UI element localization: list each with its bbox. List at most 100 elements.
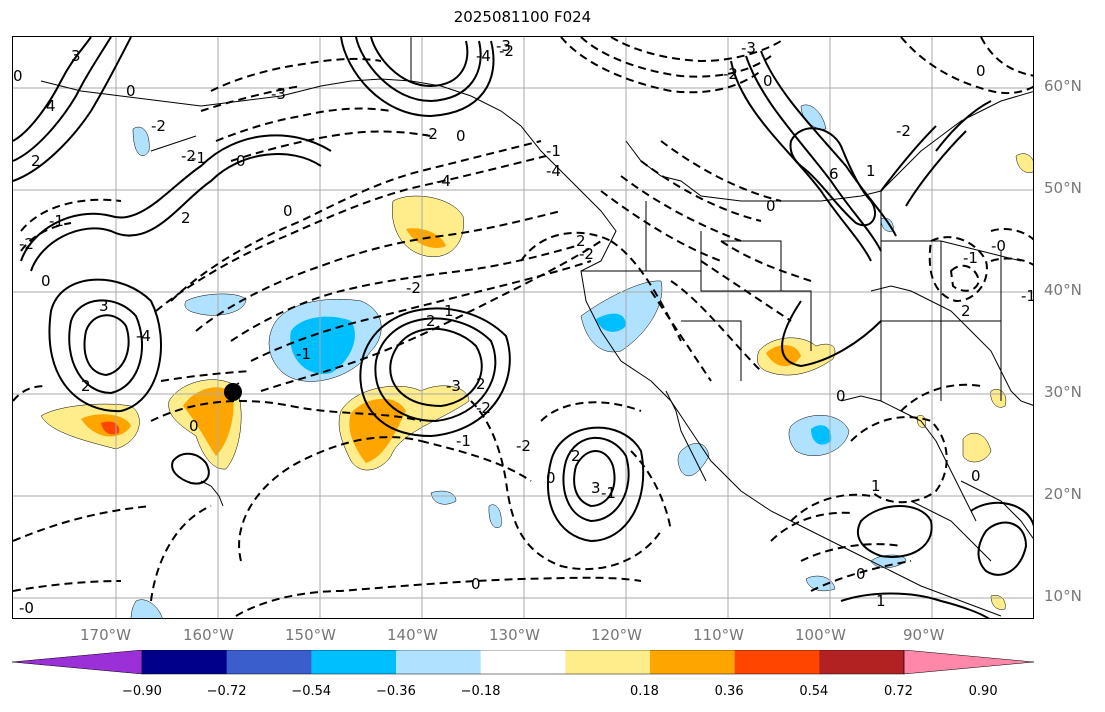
contour-label: -1 — [296, 345, 311, 363]
colorbar — [12, 650, 1035, 675]
contour-label: -2 — [896, 122, 911, 140]
contour-label: 0 — [971, 467, 981, 485]
map-panel: -2 -4 -2 0 -3 -2 0 -4 -3 -2 -1 2 3 2 0 -… — [12, 36, 1034, 619]
contour-label: 0 — [976, 62, 986, 80]
contour-label: 0 — [126, 82, 136, 100]
shade-pos-light — [392, 195, 464, 258]
contour-label: 2 — [476, 375, 486, 393]
contour-label: -1 — [49, 212, 64, 230]
shade-neg-light — [488, 504, 502, 529]
contour-label: 2 — [571, 447, 581, 465]
contour-label: 0 — [546, 469, 556, 487]
contour-label: -3 — [741, 39, 756, 57]
contour-label: 2 — [426, 312, 436, 330]
contour-label: -2 — [19, 235, 34, 253]
shade-neg-light — [430, 490, 457, 505]
contour-label: -1 — [546, 142, 561, 160]
lon-label: 160°W — [183, 626, 234, 644]
colorbar-tick-label: 0.72 — [884, 684, 913, 699]
contour-label: -2 — [499, 42, 514, 60]
contour-labels: -2 -4 -2 0 -3 -2 0 -4 -3 -2 -1 2 3 2 0 -… — [13, 37, 1034, 617]
colorbar-tick-label: −0.18 — [460, 684, 501, 699]
contour-label: -2 — [406, 279, 421, 297]
lat-label: 10°N — [1044, 587, 1082, 605]
contour-label: -2 — [151, 117, 166, 135]
contour-label: -0 — [19, 599, 34, 617]
colorbar-tick-label: −0.90 — [122, 684, 162, 699]
contour-label: 0 — [13, 67, 23, 85]
shade-neg-light — [800, 104, 827, 130]
lat-label: 60°N — [1044, 77, 1082, 95]
shade-pos-light — [962, 432, 992, 463]
shade-pos-dark — [101, 421, 120, 435]
lon-label: 120°W — [591, 626, 642, 644]
lon-label: 140°W — [387, 626, 438, 644]
contour-label: -1 — [191, 149, 206, 167]
contour-label: 2 — [961, 302, 971, 320]
map-canvas: -2 -4 -2 0 -3 -2 0 -4 -3 -2 -1 2 3 2 0 -… — [13, 37, 1034, 618]
colorbar-segment — [650, 650, 736, 674]
contour-label: -2 — [579, 245, 594, 263]
shade-pos-light — [1015, 153, 1033, 173]
contour-label: 3 — [99, 297, 109, 315]
contour-label: 0 — [41, 272, 51, 290]
contour-label: 0 — [836, 387, 846, 405]
shade-pos-mid — [183, 387, 234, 456]
colorbar-extend-max — [903, 650, 1035, 675]
shade-neg-light — [677, 443, 710, 477]
contour-label: -0 — [991, 237, 1006, 255]
shade-neg-dark — [596, 313, 626, 332]
shade-pos-light — [990, 595, 1006, 610]
colorbar-extend-min — [12, 650, 143, 675]
contour-label: -1 — [963, 249, 978, 267]
location-marker — [224, 383, 242, 401]
contour-label: 2 — [576, 232, 586, 250]
contour-label: -3 — [496, 37, 511, 55]
contour-label: -2 — [723, 65, 738, 83]
shade-pos-light — [990, 389, 1007, 408]
contour-label: -1 — [601, 484, 616, 502]
shade-pos-mid — [349, 398, 406, 463]
graticule — [13, 37, 1033, 618]
shade-neg-light — [132, 126, 150, 156]
colorbar-tick-label: 0.54 — [799, 684, 829, 699]
contour-label: 1 — [866, 162, 876, 180]
colorbar-tick-label: 0.36 — [714, 684, 744, 699]
lon-label: 150°W — [285, 626, 336, 644]
shade-neg-dark — [811, 425, 832, 445]
colorbar-segment — [142, 650, 228, 674]
contour-label: 1 — [876, 592, 886, 610]
contour-label: 3 — [591, 479, 601, 497]
contour-label: 0 — [471, 575, 481, 593]
contours — [13, 37, 1033, 618]
coastlines — [40, 37, 1033, 617]
contour-label: 4 — [46, 97, 56, 115]
colorbar-segment — [311, 650, 397, 674]
contour-label: 2 — [181, 209, 191, 227]
colorbar-tick-label: 0.90 — [968, 684, 998, 699]
contour-label: -3 — [271, 85, 286, 103]
contour-label: -4 — [476, 47, 491, 65]
contour-label: 0 — [236, 152, 246, 170]
colorbar-segment — [819, 650, 905, 674]
lat-label: 40°N — [1044, 281, 1082, 299]
lon-label: 110°W — [693, 626, 744, 644]
colorbar-tick-label: 0.18 — [630, 684, 659, 699]
contours-dashed — [13, 37, 1033, 617]
shaded-regions — [40, 104, 1033, 618]
lon-label: 100°W — [795, 626, 846, 644]
shade-neg-dark — [290, 316, 355, 374]
lon-label: 90°W — [903, 626, 945, 644]
contour-label: -1 — [456, 432, 471, 450]
shade-neg-light — [130, 599, 163, 618]
lon-label: 130°W — [489, 626, 540, 644]
contour-label: 2 — [81, 377, 91, 395]
contour-label: -2 — [476, 399, 491, 417]
contour-label: 6 — [829, 165, 839, 183]
lat-label: 20°N — [1044, 485, 1082, 503]
colorbar-segment — [396, 650, 482, 674]
contour-label: -1 — [1021, 287, 1034, 305]
colorbar-tick-label: −0.36 — [376, 684, 416, 699]
lon-label: 170°W — [80, 626, 131, 644]
shade-neg-light — [805, 575, 836, 592]
